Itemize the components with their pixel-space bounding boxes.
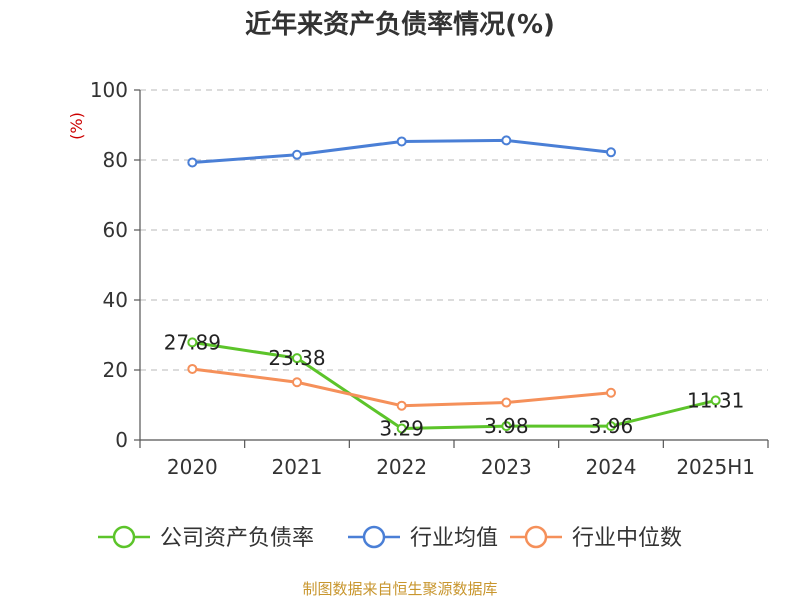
y-tick-label: 0: [115, 428, 128, 452]
x-tick-label: 2024: [586, 455, 637, 479]
data-label: 23.38: [268, 346, 325, 370]
legend-marker: [112, 525, 136, 549]
legend: 公司资产负债率 行业均值 行业中位数: [98, 525, 682, 551]
y-tick-label: 80: [103, 148, 128, 172]
x-tick-label: 2022: [376, 455, 427, 479]
data-point: [396, 136, 407, 147]
legend-item: 行业均值: [348, 525, 498, 551]
data-labels: 27.89 23.38 3.29 3.98 3.96 11.31: [164, 330, 745, 440]
data-point: [396, 423, 407, 434]
data-point: [501, 135, 512, 146]
x-tick-label: 2023: [481, 455, 532, 479]
y-tick-label: 20: [103, 358, 128, 382]
y-tick-label: 40: [103, 288, 128, 312]
y-unit-label: (%): [67, 112, 86, 140]
legend-item: 行业中位数: [510, 525, 682, 551]
data-point: [187, 337, 198, 348]
legend-label: 行业中位数: [572, 526, 682, 551]
data-point: [501, 421, 512, 432]
y-tick-label: 100: [90, 78, 128, 102]
legend-label: 公司资产负债率: [160, 526, 314, 551]
data-point: [606, 387, 616, 398]
data-label: 3.98: [484, 414, 529, 438]
axes: 0 20 40 60 80 100 2020 2021 2022 2023 2024 2025H1: [90, 78, 769, 479]
source-note: 制图数据来自恒生聚源数据库: [302, 580, 498, 598]
data-label: 11.31: [687, 388, 744, 412]
legend-item: 公司资产负债率: [98, 525, 314, 551]
data-point: [501, 397, 512, 408]
data-label: 27.89: [164, 330, 221, 354]
data-point: [292, 149, 302, 160]
legend-marker: [362, 525, 386, 549]
data-point: [292, 353, 302, 364]
data-point: [187, 157, 198, 168]
data-point: [606, 147, 616, 158]
legend-marker: [524, 525, 548, 549]
legend-label: 行业均值: [410, 526, 498, 551]
data-point: [606, 421, 616, 432]
chart-title: 近年来资产负债率情况(%): [245, 10, 555, 40]
data-point: [396, 400, 407, 411]
data-point: [292, 377, 302, 388]
data-label: 3.96: [589, 414, 634, 438]
gridlines: [140, 89, 768, 371]
series-line: [192, 340, 717, 430]
x-tick-label: 2025H1: [676, 455, 755, 479]
data-point: [710, 395, 721, 406]
series-line: [192, 367, 612, 408]
y-tick-label: 60: [103, 218, 128, 242]
data-label: 3.29: [379, 416, 424, 440]
data-point: [187, 363, 198, 374]
x-tick-label: 2020: [167, 455, 218, 479]
x-tick-label: 2021: [272, 455, 323, 479]
series-lines: [187, 135, 721, 434]
